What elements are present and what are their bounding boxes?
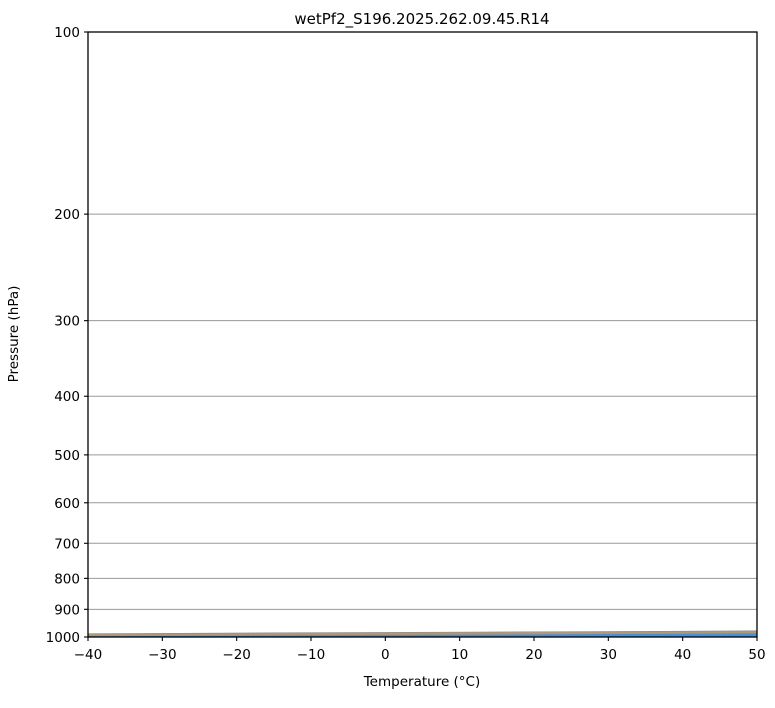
x-tick-label: 10 (451, 647, 468, 663)
moist-adiabat-line (756, 636, 757, 637)
x-tick-label: −30 (148, 647, 177, 663)
y-tick-label: 400 (54, 389, 80, 405)
y-tick-label: 300 (54, 314, 80, 330)
y-tick-label: 800 (54, 571, 80, 587)
x-tick-label: −10 (297, 647, 326, 663)
y-tick-label: 700 (54, 536, 80, 552)
x-axis-label: Temperature (°C) (363, 674, 481, 690)
x-tick-label: 20 (525, 647, 542, 663)
x-tick-label: −40 (74, 647, 103, 663)
y-tick-label: 600 (54, 496, 80, 512)
x-tick-label: 0 (381, 647, 390, 663)
x-tick-label: 50 (748, 647, 765, 663)
y-tick-label: 200 (54, 207, 80, 223)
dry-adiabat-line (756, 636, 757, 637)
page-title: wetPf2_S196.2025.262.09.45.R14 (294, 10, 549, 29)
plot-frame (87, 31, 758, 638)
x-tick-label: −20 (222, 647, 251, 663)
plot-background (88, 32, 757, 637)
pressure-gridlines (88, 32, 757, 637)
x-tick-label: 40 (674, 647, 691, 663)
x-tick-label: 30 (600, 647, 617, 663)
y-tick-label: 500 (54, 448, 80, 464)
y-tick-label: 900 (54, 602, 80, 618)
y-tick-label: 1000 (46, 630, 80, 646)
y-tick-label: 100 (54, 25, 80, 41)
isotherm-line (756, 636, 757, 637)
y-axis-label: Pressure (hPa) (6, 286, 22, 383)
